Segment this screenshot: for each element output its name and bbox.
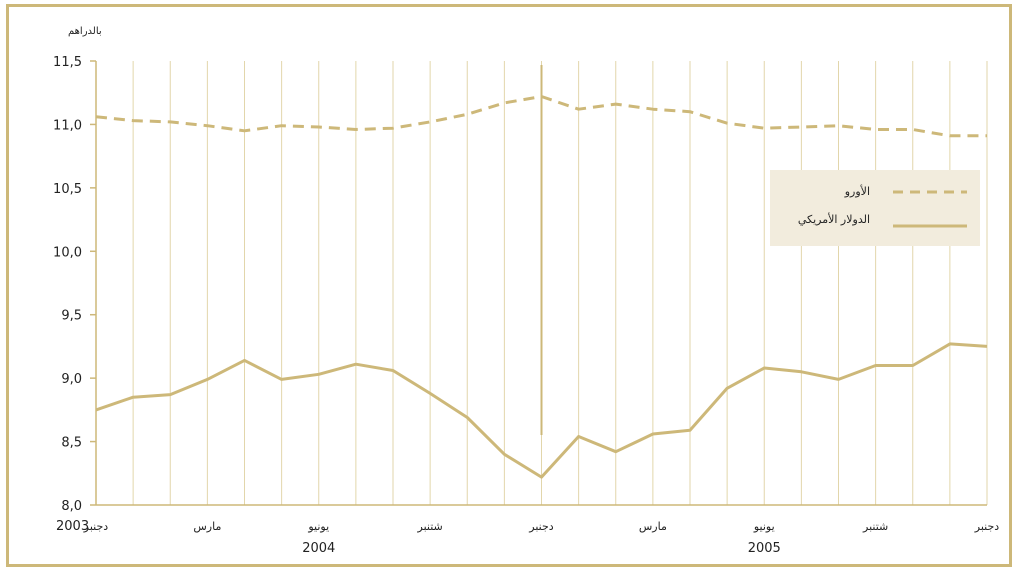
chart-frame [6,4,1012,567]
y-tick-labels: 11,5 11,0 10,5 10,0 9,5 9,0 8,5 8,0 [53,55,82,514]
x-tick-label-year: 2005 [748,541,781,556]
y-tick-label: 11,0 [53,118,82,133]
x-tick-label-month: دجنبر [974,520,1000,533]
y-tick-label: 11,5 [53,55,82,70]
x-tick-label-month: دجنبر [528,520,554,533]
legend-label-euro: الأورو [844,184,870,198]
x-tick-label-year: 2003 [56,519,89,534]
x-tick-label-month: يونيو [307,520,329,533]
y-tick-label: 10,0 [53,245,82,260]
y-tick-label: 8,0 [61,499,82,514]
x-tick-label-month: شتنبر [862,520,888,533]
axes [90,60,987,506]
x-tick-label-month: مارس [639,520,667,533]
y-tick-label: 9,5 [61,309,82,324]
x-tick-labels: دجنبر مارس يونيو شتنبر دجنبر مارس يونيو شتنبر دج… [56,519,999,556]
legend-label-usd: الدولار الأمريكي [798,212,870,226]
series-line-usd [95,342,988,479]
x-tick-label-month: دجنبر [83,520,109,533]
series-line-euro [95,95,987,138]
x-tick-label-year: 2004 [302,541,335,556]
x-tick-label-month: شتنبر [417,520,443,533]
x-tick-label-month: مارس [193,520,221,533]
x-tick-label-month: يونيو [753,520,775,533]
y-tick-label: 10,5 [53,182,82,197]
y-axis-label: بالدراهم [68,26,102,37]
y-tick-label: 9,0 [61,372,82,387]
y-tick-label: 8,5 [61,436,82,451]
legend: الأورو الدولار الأمريكي [770,170,980,246]
series-lines [95,95,988,479]
legend-box [770,170,980,246]
